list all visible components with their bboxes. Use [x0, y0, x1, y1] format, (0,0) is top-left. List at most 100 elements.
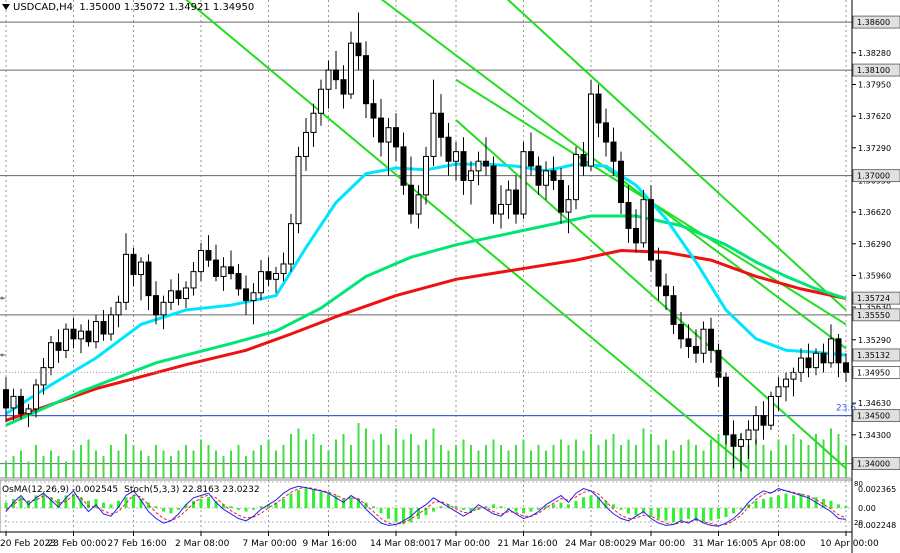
candle-body — [288, 223, 294, 265]
candle-body — [220, 266, 227, 277]
price-level-tag — [852, 63, 900, 77]
candle-body — [3, 389, 9, 409]
price-level-tag-label: 1.34950 — [857, 368, 890, 377]
candle-body — [318, 88, 324, 114]
candle-body — [25, 408, 32, 415]
candle-body — [10, 395, 17, 409]
y-tick-label: 1.35960 — [858, 271, 891, 280]
candle-body — [33, 384, 39, 410]
stoch-label: Stoch(5,3,3) 22.8163 23.0232 — [124, 485, 260, 495]
candle-body — [595, 93, 602, 124]
candle-body — [250, 292, 257, 301]
candle-body — [198, 250, 204, 273]
x-tick-label: 29 Mar 00:00 — [625, 539, 685, 549]
candle-body — [355, 42, 362, 57]
candle-body — [693, 346, 699, 354]
candle-body — [55, 342, 62, 351]
candle-body — [768, 395, 774, 426]
ma-slow-line — [5, 248, 847, 422]
candle-body — [715, 349, 722, 378]
candle-body — [85, 330, 92, 343]
price-level-tag-label: 1.37000 — [857, 172, 890, 181]
candle-body — [670, 295, 677, 325]
candle-body — [175, 290, 182, 300]
candle-body — [348, 42, 354, 95]
candle-body — [115, 301, 122, 316]
price-level-tag — [852, 409, 900, 423]
candle-body — [40, 367, 47, 386]
candle-body — [505, 189, 512, 205]
candle-body — [678, 323, 684, 340]
y-tick-label: 1.34630 — [858, 399, 891, 408]
candle-body — [340, 79, 347, 95]
candle-body — [760, 415, 767, 426]
candle-body — [558, 179, 564, 213]
candle-body — [205, 250, 212, 261]
candle-body — [738, 439, 744, 447]
ohlc-values: 1.35000 1.35072 1.34921 1.34950 — [79, 2, 255, 13]
y-tick-label: 1.36620 — [858, 208, 891, 217]
price-level-tag-label: 1.34000 — [857, 460, 890, 469]
candle-body — [513, 189, 519, 215]
candle-body — [798, 357, 804, 373]
candle-body — [528, 151, 534, 167]
candle-body — [258, 271, 264, 294]
ma-anchor-dot — [0, 353, 4, 357]
x-tick-label: 9 Mar 16:00 — [303, 539, 358, 549]
osma-scale-top: 0.002365 — [858, 485, 896, 494]
price-level-tag-label: 1.35724 — [857, 294, 890, 303]
stoch-signal-line — [5, 486, 847, 526]
x-tick-label: 23 Feb 00:00 — [48, 539, 107, 549]
y-tick-label: 1.36290 — [858, 240, 891, 249]
candle-body — [700, 328, 707, 354]
candle-body — [70, 328, 77, 340]
candle-body — [280, 263, 287, 275]
candle-body — [153, 295, 159, 316]
indicator-title: OsMA(12,26,9) -0.002545 Stoch(5,3,3) 22.8… — [2, 485, 266, 495]
candle-body — [708, 328, 714, 351]
chart-dropdown-arrow-icon[interactable] — [2, 4, 10, 10]
x-tick-label: 2 Mar 08:00 — [175, 539, 230, 549]
candle-body — [663, 285, 669, 297]
candle-body — [393, 127, 399, 148]
candle-body — [618, 160, 624, 204]
candle-body — [48, 342, 54, 369]
candle-body — [580, 154, 587, 167]
y-tick-label: 1.37290 — [858, 144, 891, 153]
candle-body — [145, 261, 152, 297]
candle-body — [235, 273, 242, 290]
candle-body — [498, 203, 504, 215]
candle-body — [385, 127, 392, 143]
candle-body — [183, 287, 189, 300]
y-tick-label: 1.35290 — [858, 336, 891, 345]
candle-body — [100, 321, 107, 335]
candle-body — [243, 288, 249, 301]
fib-label: 23.6 — [836, 404, 856, 414]
candle-body — [453, 151, 459, 162]
price-level-tag — [852, 457, 900, 471]
candle-body — [820, 352, 827, 364]
x-tick-label: 20 Feb 2023 — [0, 539, 56, 549]
candle-body — [790, 371, 797, 380]
candle-body — [730, 434, 737, 447]
candle-body — [228, 266, 234, 275]
candle-body — [130, 253, 137, 276]
osma-label: OsMA(12,26,9) -0.002545 — [2, 485, 119, 495]
candle-body — [835, 338, 842, 364]
stoch-main-line — [5, 485, 847, 527]
candle-body — [310, 112, 317, 133]
candle-body — [378, 117, 384, 143]
candle-body — [160, 301, 167, 316]
candle-body — [783, 378, 789, 388]
candle-body — [63, 328, 69, 351]
candle-body — [843, 362, 849, 373]
candle-body — [543, 170, 549, 186]
symbol-timeframe: USDCAD,H4 — [13, 2, 73, 13]
candle-body — [108, 314, 114, 335]
ma-anchor-dot — [0, 296, 4, 300]
candle-body — [640, 199, 647, 244]
candle-body — [490, 165, 497, 215]
price-level-tag-label: 1.34500 — [857, 412, 890, 421]
